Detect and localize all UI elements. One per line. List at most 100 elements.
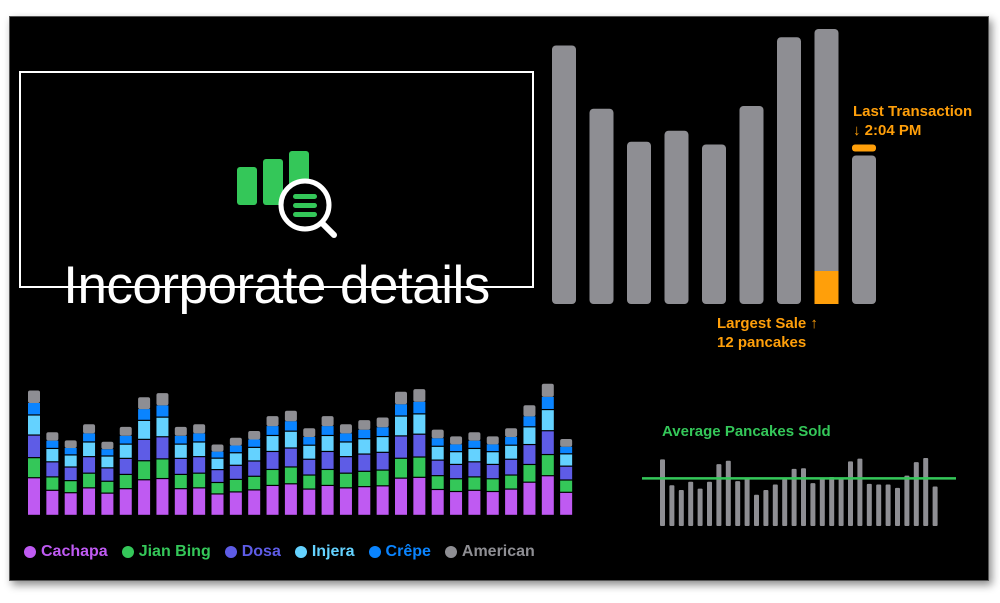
legend-dot bbox=[368, 546, 381, 558]
stack-segment bbox=[229, 437, 242, 446]
avg-bar bbox=[932, 486, 938, 526]
last-transaction-label: Last Transaction bbox=[853, 103, 973, 120]
stack-segment bbox=[486, 452, 499, 464]
stack-segment bbox=[339, 442, 352, 457]
stack-segment bbox=[83, 424, 96, 434]
stack-segment bbox=[101, 441, 114, 450]
stack-segment bbox=[156, 437, 169, 459]
stack-segment bbox=[46, 449, 59, 462]
stack-segment bbox=[560, 446, 573, 454]
stack-segment bbox=[46, 432, 59, 441]
stack-segment bbox=[284, 421, 297, 431]
stack-segment bbox=[193, 488, 206, 515]
stack-segment bbox=[28, 403, 40, 415]
stack-segment bbox=[83, 457, 96, 473]
stack-segment bbox=[156, 405, 169, 417]
stack-segment bbox=[395, 416, 407, 436]
stack-segment bbox=[468, 490, 481, 515]
stack-segment bbox=[211, 444, 224, 452]
avg-bar bbox=[688, 481, 694, 526]
stack-segment bbox=[339, 473, 352, 488]
stack-segment bbox=[431, 460, 444, 476]
stack-segment bbox=[303, 475, 316, 489]
stack-segment bbox=[413, 477, 426, 515]
stack-segment bbox=[83, 433, 96, 442]
stack-segment bbox=[431, 476, 444, 489]
stack-segment bbox=[46, 490, 59, 515]
avg-bar bbox=[885, 484, 891, 526]
stack-segment bbox=[541, 383, 554, 397]
stack-segment bbox=[358, 429, 371, 439]
top-bar bbox=[852, 155, 876, 304]
avg-bar bbox=[660, 459, 665, 526]
stack-segment bbox=[211, 470, 224, 482]
last-transaction-annotation: Last Transaction ↓ 2:04 PM bbox=[853, 102, 972, 140]
stack-segment bbox=[560, 439, 573, 447]
stack-segment bbox=[523, 445, 536, 464]
stack-segment bbox=[284, 484, 297, 515]
legend-label: Dosa bbox=[241, 543, 281, 560]
stack-segment bbox=[450, 452, 463, 464]
stack-segment bbox=[376, 437, 389, 452]
stack-segment bbox=[560, 492, 573, 515]
stack-segment bbox=[468, 440, 481, 448]
avg-bar bbox=[735, 481, 741, 526]
stack-segment bbox=[248, 490, 261, 515]
avg-bar bbox=[904, 475, 910, 526]
stack-segment bbox=[229, 492, 242, 515]
stack-segment bbox=[431, 490, 444, 515]
stack-segment bbox=[486, 465, 499, 479]
stack-segment bbox=[138, 439, 151, 461]
stack-segment bbox=[395, 478, 407, 515]
stack-segment bbox=[395, 458, 407, 478]
legend-dot bbox=[294, 546, 307, 558]
stack-segment bbox=[211, 451, 224, 458]
stack-segment bbox=[101, 456, 114, 468]
stack-segment bbox=[358, 454, 371, 471]
stack-segment bbox=[28, 458, 40, 478]
stack-segment bbox=[468, 477, 481, 490]
avg-bar bbox=[669, 485, 675, 526]
top-bar bbox=[627, 141, 651, 304]
avg-bar bbox=[678, 489, 684, 526]
stack-segment bbox=[46, 462, 59, 477]
stack-segment bbox=[505, 428, 518, 438]
stack-segment bbox=[413, 414, 426, 434]
stack-segment bbox=[541, 396, 554, 409]
top-bar bbox=[664, 130, 689, 304]
stack-segment bbox=[376, 470, 389, 486]
stack-segment bbox=[468, 462, 481, 477]
stack-segment bbox=[248, 439, 261, 447]
stack-segment bbox=[486, 436, 499, 445]
stack-segment bbox=[468, 432, 481, 441]
largest-sale-segment bbox=[814, 271, 839, 304]
legend-item-2: Dosa bbox=[224, 543, 281, 561]
avg-bar bbox=[697, 488, 703, 526]
stack-segment bbox=[64, 440, 77, 448]
stack-segment bbox=[193, 442, 206, 457]
stack-segment bbox=[83, 488, 96, 515]
stack-segment bbox=[413, 434, 426, 457]
avg-bar bbox=[829, 477, 835, 526]
stack-segment bbox=[138, 461, 151, 480]
stack-segment bbox=[119, 458, 132, 474]
avg-bar bbox=[866, 483, 872, 526]
stack-segment bbox=[303, 428, 316, 438]
stack-segment bbox=[395, 404, 407, 416]
title-box: Incorporate details bbox=[19, 71, 534, 312]
stack-segment bbox=[560, 466, 573, 480]
legend-item-1: Jian Bing bbox=[121, 543, 211, 561]
last-transaction-time: ↓ 2:04 PM bbox=[853, 122, 922, 139]
stack-segment bbox=[28, 435, 40, 458]
charts-canvas bbox=[28, 29, 956, 526]
stack-segment bbox=[101, 449, 114, 456]
stack-segment bbox=[229, 465, 242, 479]
stack-segment bbox=[450, 479, 463, 491]
stack-segment bbox=[83, 442, 96, 457]
stack-segment bbox=[450, 465, 463, 479]
stack-segment bbox=[266, 436, 279, 451]
stack-segment bbox=[303, 437, 316, 445]
avg-bar bbox=[857, 458, 863, 526]
stack-segment bbox=[156, 417, 169, 437]
avg-bar bbox=[763, 489, 769, 526]
